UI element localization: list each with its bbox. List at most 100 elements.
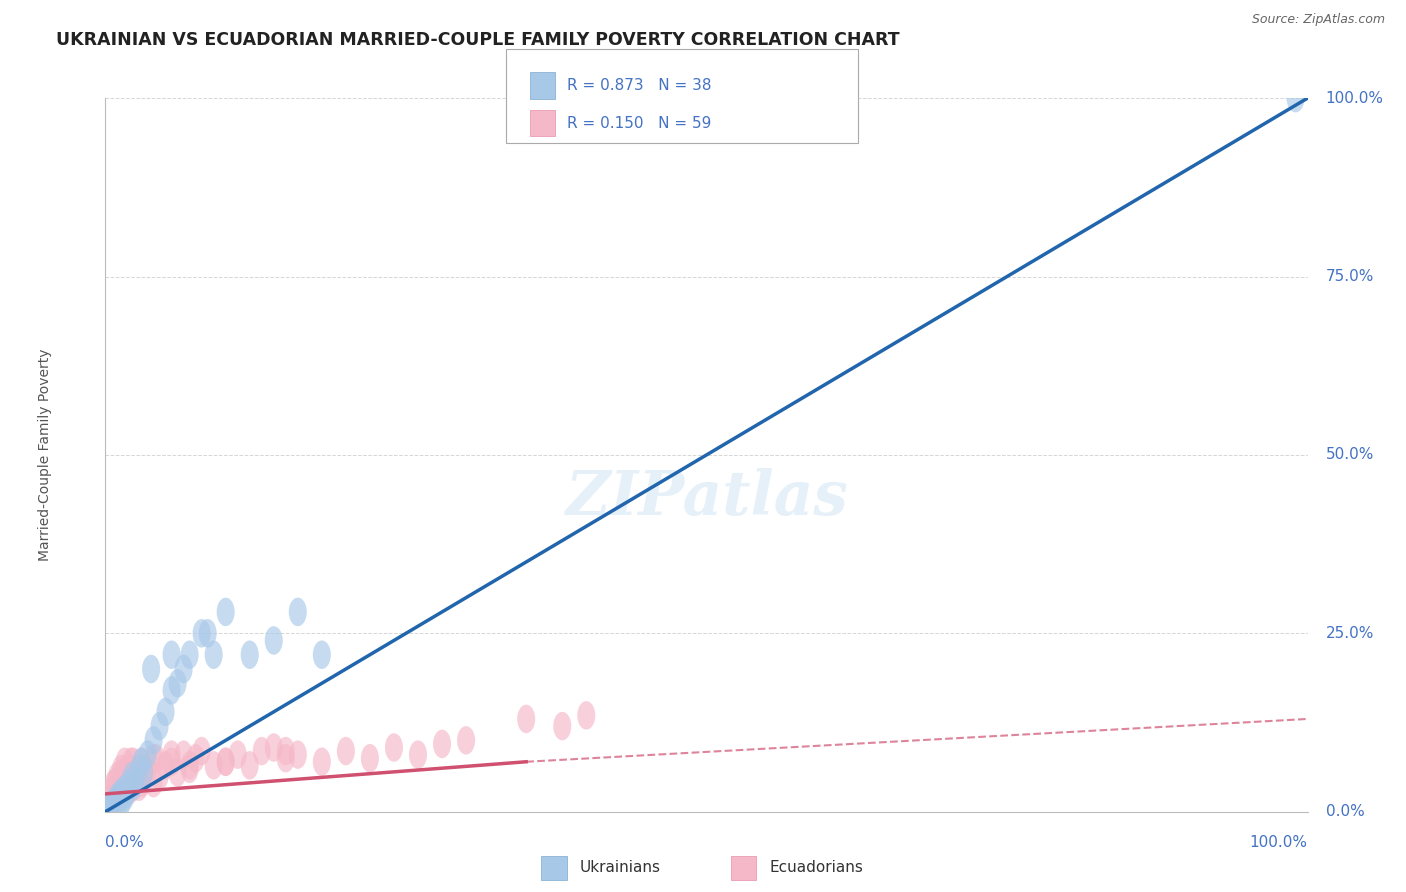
Text: R = 0.150   N = 59: R = 0.150 N = 59	[567, 115, 711, 130]
Ellipse shape	[457, 726, 475, 755]
Ellipse shape	[288, 740, 307, 769]
Ellipse shape	[240, 640, 259, 669]
Ellipse shape	[169, 669, 187, 698]
Ellipse shape	[132, 769, 150, 797]
Ellipse shape	[312, 640, 330, 669]
Ellipse shape	[277, 737, 295, 765]
Ellipse shape	[205, 640, 222, 669]
Text: UKRAINIAN VS ECUADORIAN MARRIED-COUPLE FAMILY POVERTY CORRELATION CHART: UKRAINIAN VS ECUADORIAN MARRIED-COUPLE F…	[56, 31, 900, 49]
Ellipse shape	[135, 758, 153, 787]
Ellipse shape	[180, 755, 198, 783]
Text: 0.0%: 0.0%	[105, 836, 145, 850]
Ellipse shape	[122, 765, 141, 794]
Text: 50.0%: 50.0%	[1326, 448, 1374, 462]
Ellipse shape	[146, 744, 165, 772]
Ellipse shape	[217, 598, 235, 626]
Ellipse shape	[121, 755, 139, 783]
Ellipse shape	[169, 758, 187, 787]
Ellipse shape	[100, 783, 118, 812]
Ellipse shape	[105, 787, 124, 815]
Ellipse shape	[103, 790, 121, 819]
Ellipse shape	[124, 772, 142, 801]
Ellipse shape	[105, 769, 124, 797]
Ellipse shape	[312, 747, 330, 776]
Ellipse shape	[240, 751, 259, 780]
Ellipse shape	[217, 747, 235, 776]
Ellipse shape	[136, 755, 155, 783]
Ellipse shape	[139, 740, 156, 769]
Ellipse shape	[145, 726, 163, 755]
Ellipse shape	[100, 794, 118, 822]
Ellipse shape	[132, 747, 150, 776]
Ellipse shape	[163, 747, 180, 776]
Ellipse shape	[142, 655, 160, 683]
Ellipse shape	[112, 790, 131, 819]
Ellipse shape	[112, 755, 131, 783]
Ellipse shape	[198, 619, 217, 648]
Ellipse shape	[156, 698, 174, 726]
Ellipse shape	[111, 772, 129, 801]
Ellipse shape	[111, 780, 129, 808]
Text: 100.0%: 100.0%	[1250, 836, 1308, 850]
Ellipse shape	[131, 755, 148, 783]
Ellipse shape	[135, 758, 153, 787]
Ellipse shape	[517, 705, 536, 733]
Ellipse shape	[108, 762, 127, 790]
Ellipse shape	[264, 733, 283, 762]
Ellipse shape	[361, 744, 380, 772]
Ellipse shape	[385, 733, 404, 762]
Ellipse shape	[253, 737, 271, 765]
Text: Married-Couple Family Poverty: Married-Couple Family Poverty	[38, 349, 52, 561]
Ellipse shape	[121, 776, 139, 805]
Ellipse shape	[217, 747, 235, 776]
Ellipse shape	[139, 755, 156, 783]
Ellipse shape	[121, 769, 139, 797]
Ellipse shape	[145, 744, 163, 772]
Text: 0.0%: 0.0%	[1326, 805, 1364, 819]
Ellipse shape	[114, 776, 132, 805]
Ellipse shape	[114, 769, 132, 797]
Ellipse shape	[127, 762, 145, 790]
Ellipse shape	[193, 737, 211, 765]
Ellipse shape	[150, 712, 169, 740]
Text: 25.0%: 25.0%	[1326, 626, 1374, 640]
Ellipse shape	[163, 740, 180, 769]
Ellipse shape	[127, 765, 145, 794]
Ellipse shape	[104, 794, 122, 822]
Ellipse shape	[174, 740, 193, 769]
Ellipse shape	[433, 730, 451, 758]
Ellipse shape	[132, 747, 150, 776]
Ellipse shape	[229, 740, 246, 769]
Ellipse shape	[104, 776, 122, 805]
Text: ZIPatlas: ZIPatlas	[565, 467, 848, 528]
Ellipse shape	[163, 640, 180, 669]
Text: R = 0.873   N = 38: R = 0.873 N = 38	[567, 78, 711, 94]
Ellipse shape	[122, 747, 139, 776]
Ellipse shape	[118, 762, 136, 790]
Ellipse shape	[114, 758, 131, 787]
Ellipse shape	[174, 655, 193, 683]
Ellipse shape	[115, 783, 134, 812]
Text: Ecuadorians: Ecuadorians	[769, 860, 863, 874]
Ellipse shape	[205, 751, 222, 780]
Ellipse shape	[108, 783, 127, 812]
Ellipse shape	[163, 676, 180, 705]
Ellipse shape	[98, 790, 117, 819]
Ellipse shape	[115, 747, 134, 776]
Ellipse shape	[264, 626, 283, 655]
Ellipse shape	[131, 772, 148, 801]
Ellipse shape	[145, 769, 163, 797]
Text: 75.0%: 75.0%	[1326, 269, 1374, 284]
Ellipse shape	[277, 744, 295, 772]
Ellipse shape	[337, 737, 354, 765]
Ellipse shape	[180, 640, 198, 669]
Ellipse shape	[193, 619, 211, 648]
Ellipse shape	[187, 744, 205, 772]
Ellipse shape	[150, 762, 169, 790]
Ellipse shape	[156, 751, 174, 780]
Text: Ukrainians: Ukrainians	[579, 860, 661, 874]
Ellipse shape	[118, 772, 136, 801]
Ellipse shape	[108, 783, 127, 812]
Ellipse shape	[409, 740, 427, 769]
Ellipse shape	[1286, 84, 1305, 112]
